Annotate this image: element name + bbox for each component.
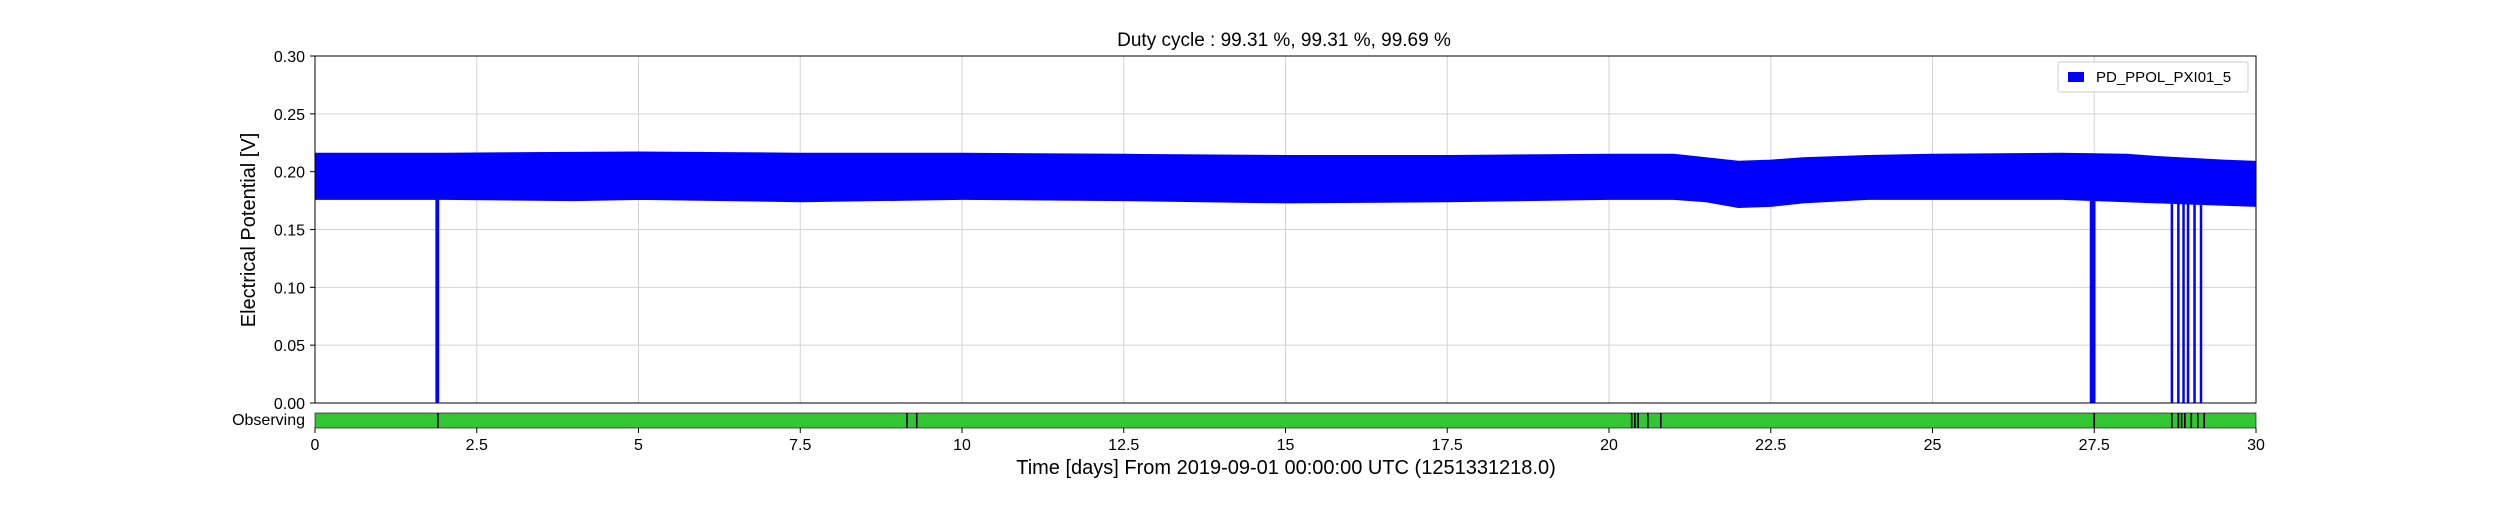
- legend-swatch: [2068, 72, 2084, 82]
- x-tick-label: 22.5: [1755, 437, 1786, 454]
- y-tick-label: 0.00: [274, 396, 305, 413]
- y-tick-label: 0.30: [274, 49, 305, 66]
- legend: PD_PPOL_PXI01_5: [2057, 61, 2249, 93]
- x-tick-label: 30: [2247, 437, 2265, 454]
- chart-title: Duty cycle : 99.31 %, 99.31 %, 99.69 %: [1117, 30, 1451, 51]
- legend-box: [2057, 61, 2249, 93]
- grid: [314, 55, 2257, 404]
- x-tick-label: 7.5: [789, 437, 811, 454]
- x-tick-label: 12.5: [1108, 437, 1139, 454]
- x-axis-label: Time [days] From 2019-09-01 00:00:00 UTC…: [1016, 457, 1556, 479]
- y-tick-label: 0.25: [274, 107, 305, 124]
- x-tick-label: 27.5: [2079, 437, 2110, 454]
- series-band: [314, 151, 2257, 209]
- y-tick-label: 0.05: [274, 338, 305, 355]
- x-tick-label: 25: [1924, 437, 1942, 454]
- y-tick-label: 0.20: [274, 165, 305, 182]
- x-tick-label: 10: [953, 437, 971, 454]
- series-area: [314, 151, 2257, 403]
- observing-segment: [314, 412, 2257, 429]
- x-tick-label: 20: [1600, 437, 1618, 454]
- x-tick-label: 15: [1277, 437, 1295, 454]
- y-axis: 0.00 0.05 0.10 0.15 0.20 0.25 0.30: [274, 49, 315, 413]
- x-axis: 0 2.5 5 7.5 10 12.5 15 17.5 20 22.5 25 27.5 30: [311, 428, 2265, 454]
- legend-label: PD_PPOL_PXI01_5: [2096, 69, 2231, 86]
- y-tick-label: 0.15: [274, 223, 305, 240]
- x-tick-label: 5: [634, 437, 643, 454]
- y-tick-label: 0.10: [274, 280, 305, 297]
- x-tick-label: 2.5: [466, 437, 488, 454]
- segment-label: Observing: [232, 412, 305, 429]
- x-tick-label: 17.5: [1432, 437, 1463, 454]
- segment-bar: [314, 412, 2257, 429]
- x-tick-label: 0: [311, 437, 320, 454]
- y-axis-label: Electrical Potential [V]: [238, 133, 260, 328]
